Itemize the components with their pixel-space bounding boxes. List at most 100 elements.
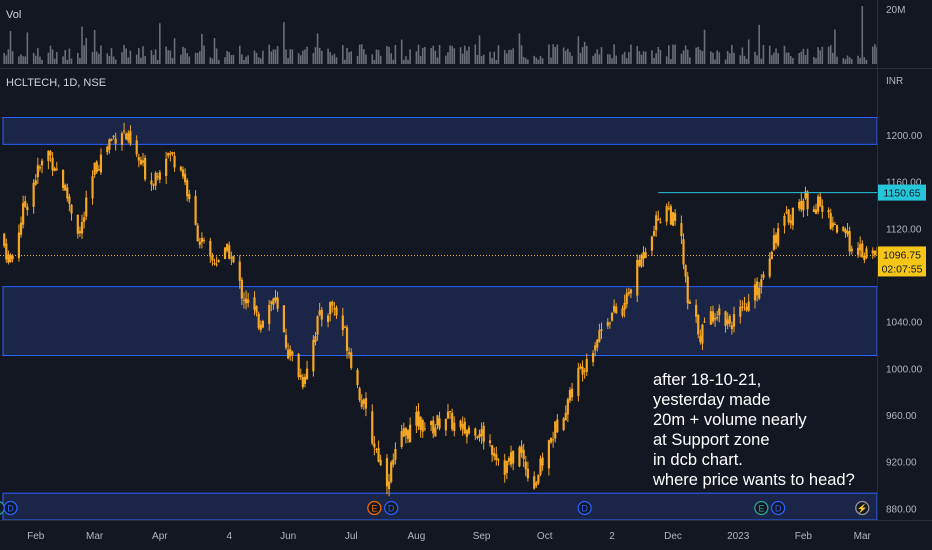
event-marker-symbol: D — [581, 504, 588, 514]
volume-bar — [642, 51, 645, 64]
candle-body — [583, 370, 586, 372]
candle-body — [261, 321, 264, 328]
candle-body — [139, 159, 143, 165]
candle-body — [434, 427, 437, 437]
volume-bar — [152, 55, 155, 64]
volume-bar — [314, 47, 317, 64]
candle-body — [343, 326, 347, 328]
volume-bar — [773, 52, 775, 64]
event-markers[interactable]: EDEDDED⚡ — [0, 500, 870, 516]
candle-body — [684, 265, 687, 277]
zone-box-1 — [2, 286, 878, 356]
volume-bar — [562, 47, 565, 64]
candle-body — [833, 224, 837, 226]
y-tick-label: 1040.00 — [886, 318, 923, 329]
candle-body — [703, 321, 706, 323]
volume-bar — [291, 49, 294, 64]
volume-bar — [827, 46, 830, 64]
event-marker-dividend[interactable]: D — [771, 500, 786, 516]
volume-bar — [169, 50, 172, 64]
candle-body — [244, 298, 248, 304]
volume-bar — [581, 47, 584, 64]
candle-body — [129, 130, 132, 144]
volume-bar — [209, 57, 212, 64]
candle-body — [194, 196, 197, 225]
candle-body — [480, 429, 483, 437]
volume-bar — [695, 47, 697, 64]
candle-body — [211, 255, 214, 261]
candle-body — [745, 306, 748, 311]
volume-bar — [270, 51, 273, 64]
candle-body — [371, 411, 374, 444]
volume-bar — [771, 55, 773, 64]
volume-bar — [832, 52, 834, 64]
volume-bar — [5, 55, 8, 64]
candle-body — [76, 214, 79, 234]
volume-bar — [159, 23, 161, 65]
volume-bar — [211, 58, 214, 64]
volume-bar — [613, 44, 615, 64]
volume-bar — [11, 51, 14, 64]
volume-bar — [655, 53, 657, 64]
candle-body — [110, 138, 113, 141]
last-price-tag — [878, 246, 926, 277]
volume-bar — [741, 47, 744, 64]
volume-bar — [394, 45, 397, 64]
volume-bar — [272, 49, 275, 64]
volume-bar — [659, 49, 662, 64]
candle-body — [198, 241, 201, 245]
y-tick-label: 1120.00 — [886, 224, 922, 235]
candle-body — [112, 135, 115, 137]
candle-body — [787, 209, 790, 223]
candle-body — [141, 160, 145, 163]
symbol-label[interactable]: HCLTECH, 1D, NSE — [6, 77, 107, 89]
volume-bar — [363, 49, 365, 64]
candle-body — [61, 169, 65, 189]
event-marker-dividend[interactable]: D — [384, 500, 399, 516]
event-marker-dividend[interactable]: D — [3, 500, 18, 516]
candle-body — [318, 310, 321, 315]
volume-bar — [62, 56, 64, 64]
event-marker-earnings[interactable]: E — [754, 500, 769, 516]
candle-body — [432, 420, 435, 434]
volume-bar — [503, 50, 506, 64]
volume-bar — [474, 44, 477, 64]
event-marker-dividend[interactable]: D — [577, 500, 592, 516]
event-marker-split[interactable]: ⚡ — [855, 500, 870, 516]
candle-body — [756, 281, 759, 296]
volume-bar — [186, 53, 188, 64]
volume-bar — [55, 52, 58, 64]
volume-bar — [171, 58, 174, 64]
candle-body — [613, 305, 616, 312]
volume-bar — [512, 48, 514, 64]
x-tick-label: 2 — [609, 531, 615, 542]
candle-body — [482, 425, 485, 442]
volume-bar — [567, 48, 569, 64]
volume-bar — [701, 51, 704, 64]
annotation-line: at Support zone — [653, 431, 770, 449]
candle-body — [581, 366, 584, 375]
volume-bar — [238, 45, 241, 64]
volume-bar — [51, 49, 54, 64]
volume-bar — [3, 52, 6, 64]
volume-bar — [276, 46, 279, 64]
volume-bar — [77, 52, 79, 64]
candle-body — [360, 400, 363, 407]
candle-body — [753, 284, 757, 301]
volume-bar — [333, 53, 336, 64]
candle-body — [11, 255, 14, 260]
volume-bar — [710, 51, 712, 64]
volume-bar — [798, 53, 800, 64]
candle-body — [7, 254, 10, 263]
candle-body — [238, 261, 241, 281]
candle-body — [850, 248, 853, 252]
y-tick-label: 1160.00 — [886, 178, 922, 189]
candle-body — [863, 255, 866, 261]
event-marker-earnings[interactable]: E — [367, 500, 382, 516]
volume-bar — [571, 55, 573, 64]
candle-body — [848, 231, 851, 252]
volume-bar — [489, 51, 491, 64]
candle-body — [272, 298, 275, 305]
volume-bar — [585, 45, 588, 64]
